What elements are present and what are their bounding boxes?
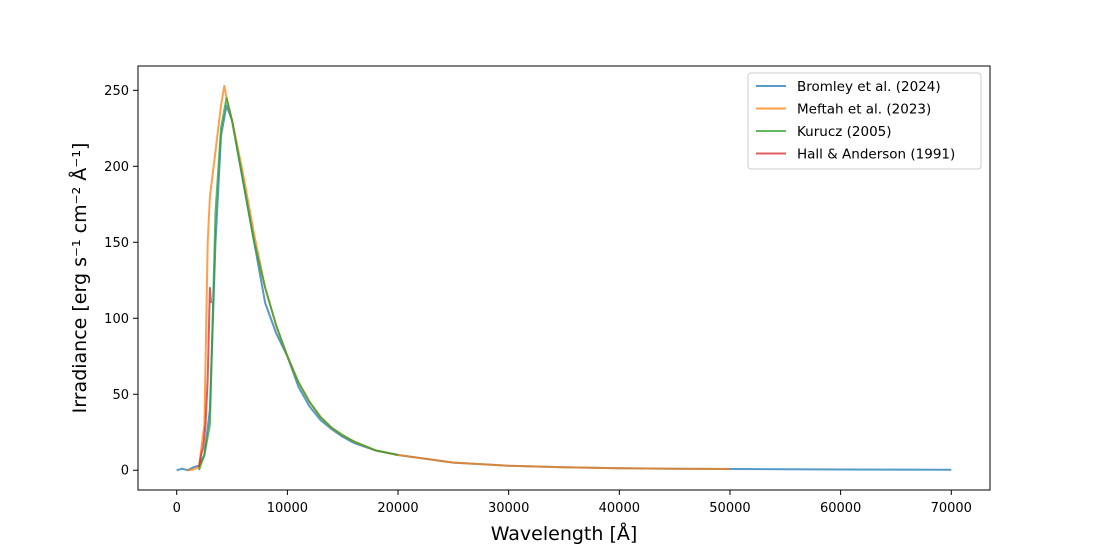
series-layer <box>176 84 952 472</box>
legend: Bromley et al. (2024) Meftah et al. (2023… <box>747 72 982 170</box>
legend-label-hall-anderson-1991: Hall & Anderson (1991) <box>797 147 955 163</box>
x-tick-label: 70000 <box>931 501 972 516</box>
x-tick-label: 30000 <box>488 501 529 516</box>
x-tick-label: 50000 <box>709 501 750 516</box>
legend-items: Bromley et al. (2024) Meftah et al. (2023… <box>756 79 955 163</box>
y-tick-label: 50 <box>112 388 129 403</box>
x-tick-label: 0 <box>173 501 181 516</box>
plot-frame <box>137 65 991 491</box>
series-line-meftah-et-al-2023 <box>187 84 731 472</box>
legend-label-bromley-et-al-2024: Bromley et al. (2024) <box>797 79 941 95</box>
y-axis: 0 50 100 150 200 250 <box>104 84 138 479</box>
x-tick-label: 40000 <box>599 501 640 516</box>
x-tick-label: 20000 <box>377 501 418 516</box>
x-tick-label: 10000 <box>267 501 308 516</box>
legend-label-kurucz-2005: Kurucz (2005) <box>797 124 892 140</box>
y-tick-label: 150 <box>104 236 129 251</box>
legend-label-meftah-et-al-2023: Meftah et al. (2023) <box>797 102 931 118</box>
x-axis-label: Wavelength [Å] <box>491 522 638 545</box>
y-tick-label: 100 <box>104 312 129 327</box>
series-line-kurucz-2005 <box>197 96 399 471</box>
y-tick-label: 250 <box>104 84 129 99</box>
series-line-hall-anderson-1991 <box>197 286 212 468</box>
legend-frame <box>747 72 982 170</box>
y-tick-label: 0 <box>121 464 129 479</box>
y-tick-label: 200 <box>104 160 129 175</box>
x-tick-label: 60000 <box>820 501 861 516</box>
y-axis-label: Irradiance [erg s⁻¹ cm⁻² Å⁻¹] <box>68 143 91 414</box>
x-axis: 0 10000 20000 30000 40000 50000 60000 70000 <box>173 490 972 516</box>
